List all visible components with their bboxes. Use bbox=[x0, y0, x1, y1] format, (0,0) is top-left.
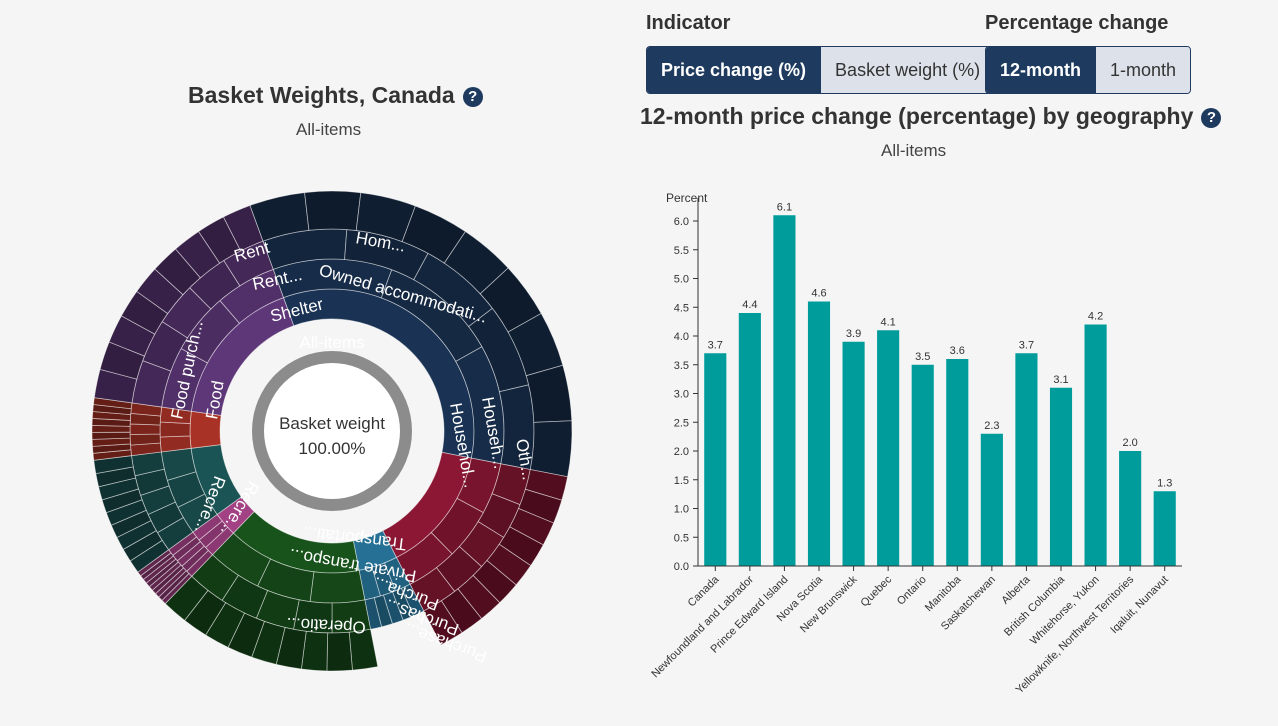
x-tick-label: Alberta bbox=[999, 573, 1033, 607]
bar[interactable] bbox=[738, 313, 761, 566]
y-tick-label: 1.5 bbox=[674, 475, 689, 487]
sunburst-segment-shelter[interactable] bbox=[304, 190, 362, 231]
bars: 3.7 4.4 6.1 4.6 3.9 4.1 3.5 3.6 2.3 3.7 3.1 4.2 2.0 1… bbox=[704, 201, 1176, 566]
bar-value-label: 3.5 bbox=[915, 351, 930, 363]
center-label: Basket weight bbox=[279, 414, 385, 433]
bar[interactable] bbox=[946, 359, 969, 566]
y-tick-label: 5.0 bbox=[674, 274, 689, 286]
bar-value-label: 3.9 bbox=[846, 328, 861, 340]
y-axis: 0.0 0.5 1.0 1.5 2.0 2.5 3.0 3.5 4.0 4.5 5.0 5.5 6.0 bbox=[674, 198, 699, 573]
bar-value-label: 3.6 bbox=[950, 345, 965, 357]
bar[interactable] bbox=[1153, 491, 1176, 566]
y-tick-label: 4.5 bbox=[674, 302, 689, 314]
sunburst-segment-transportation[interactable] bbox=[326, 631, 353, 672]
y-tick-label: 3.5 bbox=[674, 360, 689, 372]
segment-label-operation: Operatio... bbox=[286, 614, 366, 637]
indicator-toggle: Price change (%) Basket weight (%) bbox=[646, 46, 996, 94]
sunburst-segment-shelter[interactable] bbox=[525, 364, 573, 423]
bar-value-label: 4.6 bbox=[811, 288, 826, 300]
percentage-change-label: Percentage change bbox=[985, 12, 1169, 34]
sunburst-segment-clothing[interactable] bbox=[91, 431, 131, 440]
bar-chart: Percent 0.0 0.5 1.0 1.5 2.0 2.5 3.0 3.5 4.0 4.5 5.… bbox=[649, 191, 1182, 696]
bar[interactable] bbox=[1049, 387, 1073, 566]
sunburst-title: Basket Weights, Canada bbox=[188, 82, 455, 108]
y-tick-label: 2.5 bbox=[674, 417, 689, 429]
price-change-button[interactable]: Price change (%) bbox=[647, 47, 821, 93]
bar-chart-title: 12-month price change (percentage) by ge… bbox=[640, 103, 1194, 129]
bar[interactable] bbox=[1084, 324, 1107, 567]
sunburst-segments bbox=[91, 190, 573, 672]
basket-weight-button[interactable]: Basket weight (%) bbox=[820, 47, 995, 93]
sunburst-segment-clothing[interactable] bbox=[129, 423, 161, 435]
sunburst-title-row: Basket Weights, Canada? bbox=[188, 82, 483, 109]
sunburst-segment-clothing[interactable] bbox=[159, 421, 191, 438]
bar-value-label: 4.1 bbox=[880, 316, 895, 328]
one-month-button[interactable]: 1-month bbox=[1095, 47, 1191, 93]
bar-value-label: 2.0 bbox=[1122, 437, 1137, 449]
y-tick-label: 0.0 bbox=[674, 561, 689, 573]
sunburst-segment-clothing[interactable] bbox=[129, 433, 161, 446]
x-tick-label: British Columbia bbox=[1002, 573, 1068, 639]
y-tick-label: 6.0 bbox=[674, 216, 689, 228]
y-tick-label: 1.0 bbox=[674, 504, 689, 516]
y-tick-label: 0.5 bbox=[674, 532, 689, 544]
bar-chart-subtitle: All-items bbox=[881, 141, 947, 160]
sunburst-chart: All-items Basket weight 100.00% Shelter … bbox=[91, 190, 573, 672]
bar[interactable] bbox=[704, 353, 727, 566]
bar[interactable] bbox=[807, 301, 831, 567]
bar-value-label: 4.4 bbox=[742, 299, 757, 311]
y-tick-label: 5.5 bbox=[674, 245, 689, 257]
bar[interactable] bbox=[911, 364, 934, 566]
bar[interactable] bbox=[877, 330, 900, 566]
indicator-label: Indicator bbox=[646, 12, 731, 34]
bar-value-label: 2.3 bbox=[984, 420, 999, 432]
y-tick-label: 2.0 bbox=[674, 446, 689, 458]
x-tick-label: Quebec bbox=[859, 573, 895, 609]
bar[interactable] bbox=[842, 341, 865, 566]
bar-value-label: 6.1 bbox=[777, 201, 792, 213]
y-axis-title: Percent bbox=[666, 191, 708, 205]
y-tick-label: 3.0 bbox=[674, 389, 689, 401]
sunburst-subtitle: All-items bbox=[296, 120, 362, 139]
center-value: 100.00% bbox=[298, 439, 365, 458]
bar-value-label: 1.3 bbox=[1157, 477, 1172, 489]
center-disc bbox=[264, 363, 400, 499]
bar-chart-title-row: 12-month price change (percentage) by ge… bbox=[640, 103, 1222, 130]
sunburst-segment-food[interactable] bbox=[222, 204, 264, 252]
bar[interactable] bbox=[1119, 451, 1142, 566]
bar-value-label: 3.1 bbox=[1053, 374, 1068, 386]
twelve-month-button[interactable]: 12-month bbox=[986, 47, 1095, 93]
bar[interactable] bbox=[1015, 353, 1038, 566]
bar[interactable] bbox=[980, 433, 1003, 566]
percentage-change-toggle: 12-month 1-month bbox=[985, 46, 1192, 94]
bar-value-label: 3.7 bbox=[708, 339, 723, 351]
bar-value-label: 3.7 bbox=[1019, 339, 1034, 351]
bar[interactable] bbox=[773, 215, 796, 566]
x-tick-label: Ontario bbox=[895, 574, 929, 608]
ring-label: All-items bbox=[299, 333, 364, 352]
help-icon[interactable]: ? bbox=[462, 86, 483, 107]
bar-value-label: 4.2 bbox=[1088, 311, 1103, 323]
sunburst-center: All-items Basket weight 100.00% bbox=[252, 333, 412, 511]
y-tick-label: 4.0 bbox=[674, 331, 689, 343]
help-icon[interactable]: ? bbox=[1201, 107, 1222, 128]
